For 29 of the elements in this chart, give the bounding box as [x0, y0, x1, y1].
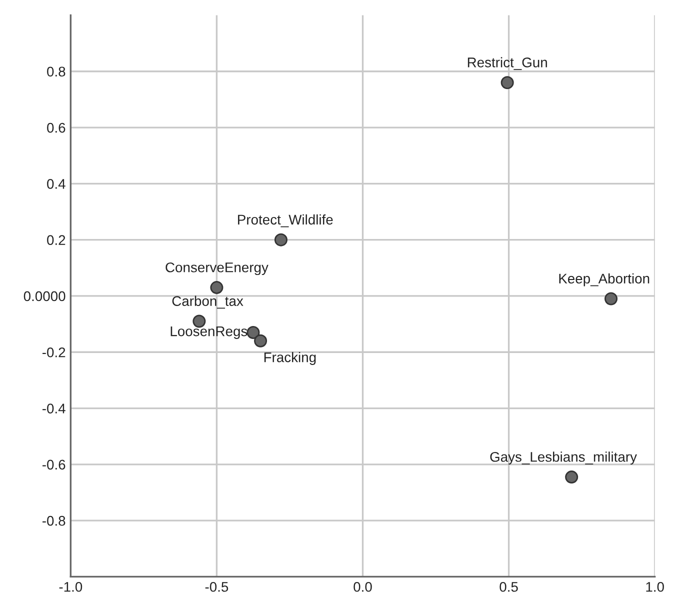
y-tick-label: 0.0000: [24, 291, 66, 302]
point: [500, 76, 514, 90]
y-tick-label: -0.6: [42, 460, 66, 470]
annotation: Fracking: [264, 352, 316, 365]
annotation: LoosenRegs: [170, 326, 248, 339]
x-tick-label: -0.5: [205, 582, 228, 592]
y-tick-label: 0.2: [47, 235, 66, 245]
x-tick-label: -1.0: [59, 582, 82, 592]
point: [274, 233, 288, 246]
y-tick-label: -0.2: [42, 347, 66, 358]
annotation: Carbon_tax: [172, 296, 244, 309]
annotation: Restrict_Gun: [468, 57, 547, 70]
y-tick-label: 0.6: [47, 122, 66, 133]
y-tick-label: -0.8: [42, 516, 66, 526]
point: [604, 292, 618, 306]
annotation: Gays_Lesbians_military: [490, 452, 637, 465]
annotation: ConserveEnergy: [166, 262, 268, 276]
point: [565, 470, 578, 484]
y-tick-label: 0.4: [47, 179, 66, 189]
y-tick-label: -0.4: [42, 404, 66, 414]
x-tick-label: 0.5: [500, 582, 518, 592]
annotation: Keep_Abortion: [559, 273, 650, 286]
x-tick-label: 0.0: [354, 582, 372, 592]
point: [246, 326, 260, 339]
annotation: Protect_Wildlife: [238, 214, 333, 228]
point: [210, 281, 224, 294]
y-tick-label: 0.8: [47, 66, 66, 77]
point: [254, 334, 268, 348]
x-tick-label: 1.0: [646, 582, 664, 592]
